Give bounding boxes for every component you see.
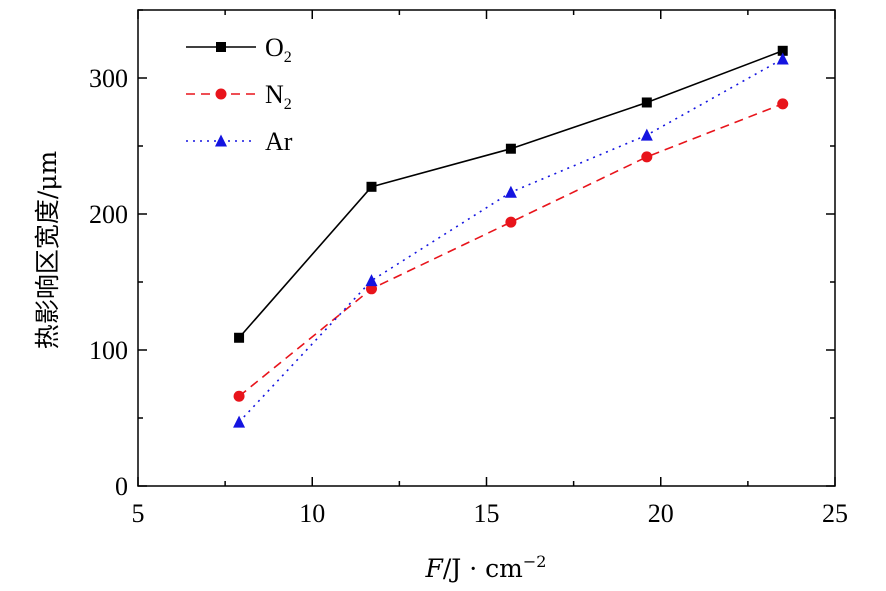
x-tick-label: 10 [299, 499, 325, 528]
data-point-o2 [641, 97, 652, 108]
axis-ticks [137, 9, 836, 487]
series-line-n2 [238, 103, 784, 397]
y-tick-label: 300 [89, 64, 128, 93]
data-point-o2 [234, 332, 245, 343]
series-layer [233, 45, 789, 428]
series-line-ar [238, 58, 784, 423]
data-point-ar [365, 274, 378, 287]
legend-label-ar: Ar [265, 127, 293, 156]
y-tick-label: 100 [89, 336, 128, 365]
legend-item-o2: O2 [186, 33, 292, 66]
x-tick-labels: 5 10 15 20 25 [132, 499, 849, 528]
legend-marker-ar [215, 134, 227, 147]
legend-label-o2: O2 [265, 33, 292, 66]
x-axis-title-symbol: F [425, 554, 445, 583]
data-point-ar [640, 128, 653, 141]
x-tick-label: 25 [822, 499, 848, 528]
legend-item-n2: N2 [186, 80, 292, 113]
y-tick-label: 200 [89, 200, 128, 229]
series-o2 [234, 45, 788, 343]
x-tick-label: 20 [648, 499, 674, 528]
data-point-ar [233, 415, 246, 428]
data-point-n2 [641, 151, 653, 163]
data-point-o2 [366, 181, 377, 192]
data-point-n2 [505, 216, 517, 228]
data-point-o2 [777, 45, 788, 56]
legend-item-ar: Ar [186, 127, 293, 156]
x-axis-title: F/J · cm−2 [425, 552, 547, 583]
plot-frame [137, 9, 836, 487]
data-point-ar [776, 52, 789, 65]
data-point-ar [504, 185, 517, 198]
x-axis-title-exponent: −2 [523, 552, 547, 571]
y-tick-labels: 0 100 200 300 [89, 64, 128, 501]
data-point-n2 [777, 98, 789, 110]
legend: O2 N2 Ar [186, 33, 293, 156]
x-tick-label: 15 [474, 499, 500, 528]
legend-marker-n2 [215, 88, 227, 100]
data-point-o2 [505, 143, 516, 154]
x-axis-title-unit: /J · cm [443, 554, 523, 583]
y-axis-title: 热影响区宽度/μm [33, 151, 62, 350]
legend-marker-o2 [216, 42, 226, 52]
y-tick-label: 0 [115, 472, 128, 501]
data-point-n2 [233, 390, 245, 402]
series-ar [233, 52, 789, 428]
legend-label-n2: N2 [265, 80, 292, 113]
x-tick-label: 5 [132, 499, 145, 528]
